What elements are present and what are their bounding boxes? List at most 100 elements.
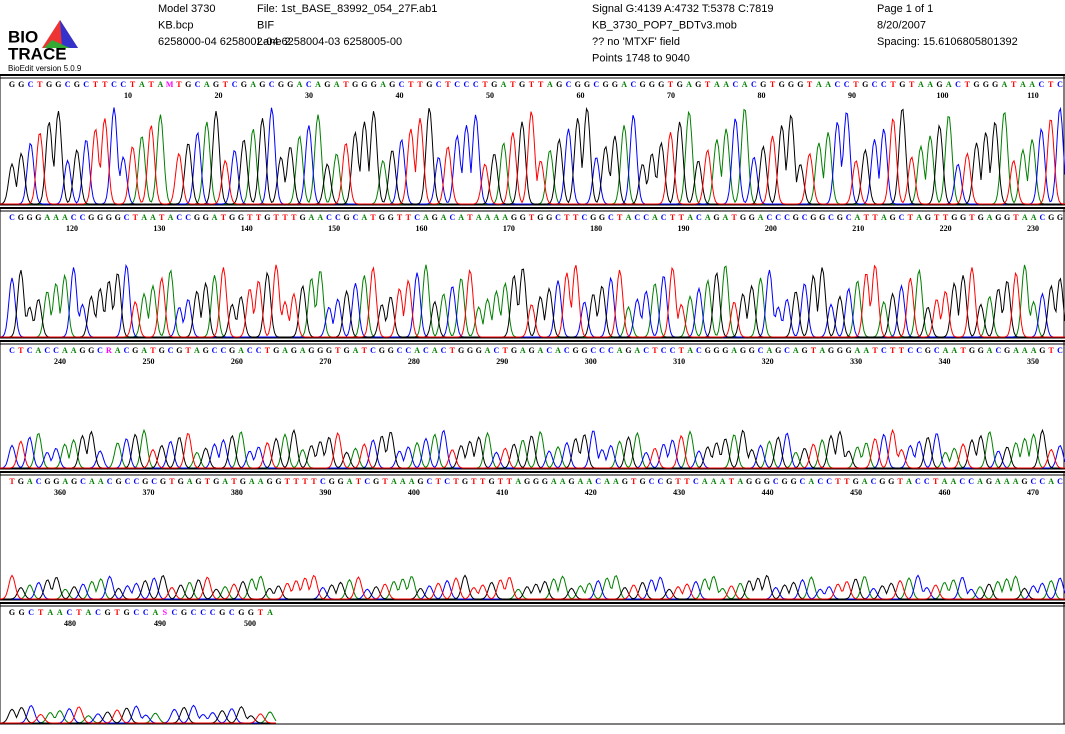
- base-call: T: [471, 477, 477, 486]
- base-call: A: [409, 477, 415, 486]
- base-call: G: [491, 80, 497, 89]
- base-call: C: [210, 608, 216, 617]
- position-number: 250: [142, 357, 154, 366]
- base-call: G: [287, 80, 293, 89]
- base-call: T: [231, 477, 237, 486]
- base-call: A: [238, 346, 244, 355]
- position-number: 140: [241, 224, 253, 233]
- base-call: A: [652, 213, 658, 222]
- base-call: C: [423, 346, 429, 355]
- base-call: G: [18, 213, 24, 222]
- base-call: A: [258, 477, 264, 486]
- position-number: 150: [328, 224, 340, 233]
- base-call: G: [775, 346, 781, 355]
- base-call: G: [983, 80, 989, 89]
- base-call: C: [907, 346, 913, 355]
- base-call: A: [476, 213, 482, 222]
- base-call: T: [445, 80, 451, 89]
- base-call: C: [124, 213, 130, 222]
- base-call: G: [352, 80, 358, 89]
- base-call: C: [133, 477, 139, 486]
- base-call: G: [238, 213, 244, 222]
- base-call: A: [951, 477, 957, 486]
- base-call: A: [634, 346, 640, 355]
- base-call: A: [927, 80, 933, 89]
- base-call: C: [1057, 346, 1063, 355]
- base-call: C: [630, 80, 636, 89]
- base-call: G: [458, 346, 464, 355]
- base-call: T: [274, 213, 280, 222]
- base-call: C: [80, 213, 86, 222]
- base-call: G: [649, 80, 655, 89]
- base-call: A: [1001, 80, 1007, 89]
- base-call: T: [436, 477, 442, 486]
- base-call: A: [687, 346, 693, 355]
- base-call: T: [291, 213, 297, 222]
- base-call: T: [397, 213, 403, 222]
- base-call: C: [751, 80, 757, 89]
- base-call: T: [102, 80, 108, 89]
- header-field: Spacing: 15.6106805801392: [877, 36, 1018, 48]
- base-call: A: [766, 346, 772, 355]
- base-call: G: [259, 80, 265, 89]
- base-call: G: [575, 80, 581, 89]
- base-call: G: [639, 477, 645, 486]
- base-call: T: [133, 213, 139, 222]
- base-call: T: [221, 213, 227, 222]
- base-call: C: [405, 346, 411, 355]
- base-call: C: [546, 346, 552, 355]
- base-call: G: [695, 80, 701, 89]
- position-number: 120: [66, 224, 78, 233]
- base-call: A: [560, 477, 566, 486]
- base-call: C: [473, 80, 479, 89]
- base-call: C: [968, 477, 974, 486]
- base-call: C: [444, 477, 450, 486]
- trace: [0, 428, 1065, 469]
- position-number: 10: [124, 91, 132, 100]
- base-call: C: [733, 80, 739, 89]
- base-call: C: [1057, 80, 1063, 89]
- base-call: C: [326, 213, 332, 222]
- base-call: G: [229, 346, 235, 355]
- base-call: A: [282, 346, 288, 355]
- base-call: C: [27, 346, 33, 355]
- base-call: A: [152, 608, 158, 617]
- base-call: C: [36, 477, 42, 486]
- position-number: 320: [762, 357, 774, 366]
- position-number: 330: [850, 357, 862, 366]
- base-call: A: [1013, 346, 1019, 355]
- base-call: C: [844, 80, 850, 89]
- base-call: A: [391, 477, 397, 486]
- base-call: G: [888, 477, 894, 486]
- base-call: G: [581, 346, 587, 355]
- base-call: C: [83, 80, 89, 89]
- base-call: C: [899, 213, 905, 222]
- base-call: A: [62, 346, 68, 355]
- base-call: A: [621, 80, 627, 89]
- base-call: C: [71, 213, 77, 222]
- base-call: G: [528, 346, 534, 355]
- base-call: T: [960, 346, 966, 355]
- position-number: 50: [486, 91, 494, 100]
- header-field: 6258000-04 6258002-04 6258004-03 6258005…: [158, 36, 402, 48]
- base-call: A: [731, 346, 737, 355]
- base-call: C: [590, 346, 596, 355]
- position-number: 340: [939, 357, 951, 366]
- base-call: A: [687, 213, 693, 222]
- base-call: C: [143, 608, 149, 617]
- position-number: 470: [1027, 488, 1039, 497]
- base-call: A: [423, 213, 429, 222]
- base-call: C: [414, 213, 420, 222]
- base-call: A: [485, 213, 491, 222]
- base-call: A: [586, 477, 592, 486]
- base-call: A: [222, 477, 228, 486]
- base-call: T: [872, 213, 878, 222]
- base-call: G: [853, 477, 859, 486]
- base-call: G: [308, 346, 314, 355]
- base-call: G: [625, 346, 631, 355]
- position-number: 110: [1027, 91, 1039, 100]
- base-call: C: [124, 346, 130, 355]
- position-number: 40: [396, 91, 404, 100]
- base-call: C: [247, 346, 253, 355]
- base-call: C: [564, 346, 570, 355]
